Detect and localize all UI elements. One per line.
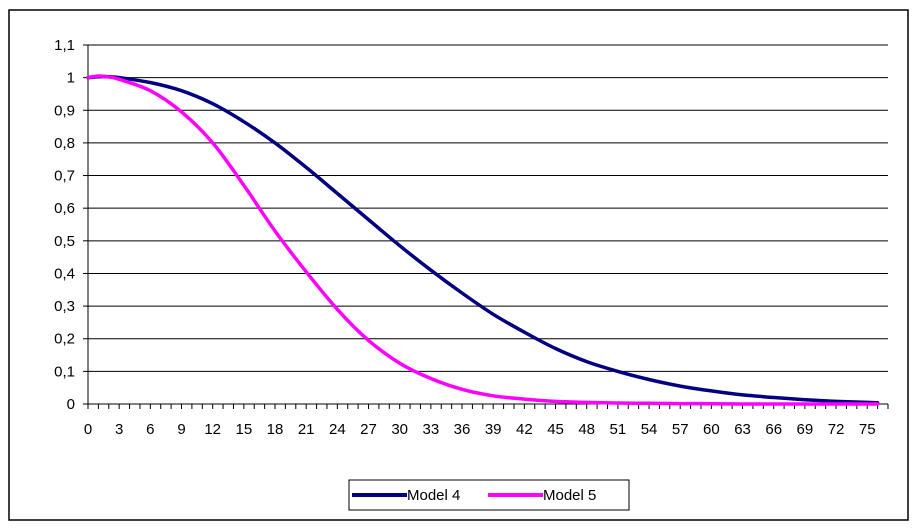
y-tick-label: 0,9 [54, 102, 75, 119]
x-tick-label: 57 [672, 421, 689, 438]
x-tick-label: 6 [146, 421, 154, 438]
x-tick-label: 48 [578, 421, 595, 438]
y-tick-label: 0 [67, 396, 75, 413]
y-tick-label: 1,1 [54, 37, 75, 54]
legend-label-model-4: Model 4 [407, 487, 460, 504]
x-axis-ticks: 0 3 6 9 12 15 18 21 24 27 30 33 36 39 42 45 48 51 54 57 60 63… [84, 404, 889, 438]
x-tick-label: 54 [641, 421, 658, 438]
x-tick-label: 3 [115, 421, 123, 438]
y-tick-label: 1 [67, 70, 75, 87]
legend-label-model-5: Model 5 [543, 487, 596, 504]
y-tick-label: 0,3 [54, 298, 75, 315]
x-tick-label: 30 [391, 421, 408, 438]
series-lines [86, 74, 880, 406]
x-tick-label: 45 [547, 421, 564, 438]
y-tick-label: 0,8 [54, 135, 75, 152]
y-tick-label: 0,5 [54, 233, 75, 250]
x-tick-label: 39 [485, 421, 502, 438]
x-tick-label: 69 [797, 421, 814, 438]
y-tick-label: 0,7 [54, 168, 75, 185]
x-tick-label: 24 [329, 421, 346, 438]
x-tick-label: 9 [177, 421, 185, 438]
legend: Model 4 Model 5 [348, 479, 630, 511]
y-axis-ticks: 0 0,1 0,2 0,3 0,4 0,5 0,6 0,7 0,8 0,9 1 1,1 [54, 37, 88, 413]
x-tick-label: 27 [360, 421, 377, 438]
x-tick-label: 72 [828, 421, 845, 438]
y-tick-label: 0,6 [54, 200, 75, 217]
x-tick-label: 33 [423, 421, 440, 438]
x-tick-label: 21 [298, 421, 315, 438]
x-tick-label: 15 [236, 421, 253, 438]
x-tick-label: 42 [516, 421, 533, 438]
y-tick-label: 0,1 [54, 363, 75, 380]
y-tick-label: 0,2 [54, 331, 75, 348]
x-tick-label: 36 [454, 421, 471, 438]
y-tick-label: 0,4 [54, 265, 75, 282]
x-tick-label: 60 [703, 421, 720, 438]
x-tick-label: 51 [610, 421, 627, 438]
x-tick-label: 63 [734, 421, 751, 438]
x-tick-label: 18 [267, 421, 284, 438]
x-tick-label: 66 [765, 421, 782, 438]
series-line-model-4 [86, 74, 880, 405]
x-tick-label: 75 [859, 421, 876, 438]
series-line-model-5 [86, 74, 880, 406]
x-tick-label: 0 [84, 421, 92, 438]
x-tick-label: 12 [204, 421, 221, 438]
